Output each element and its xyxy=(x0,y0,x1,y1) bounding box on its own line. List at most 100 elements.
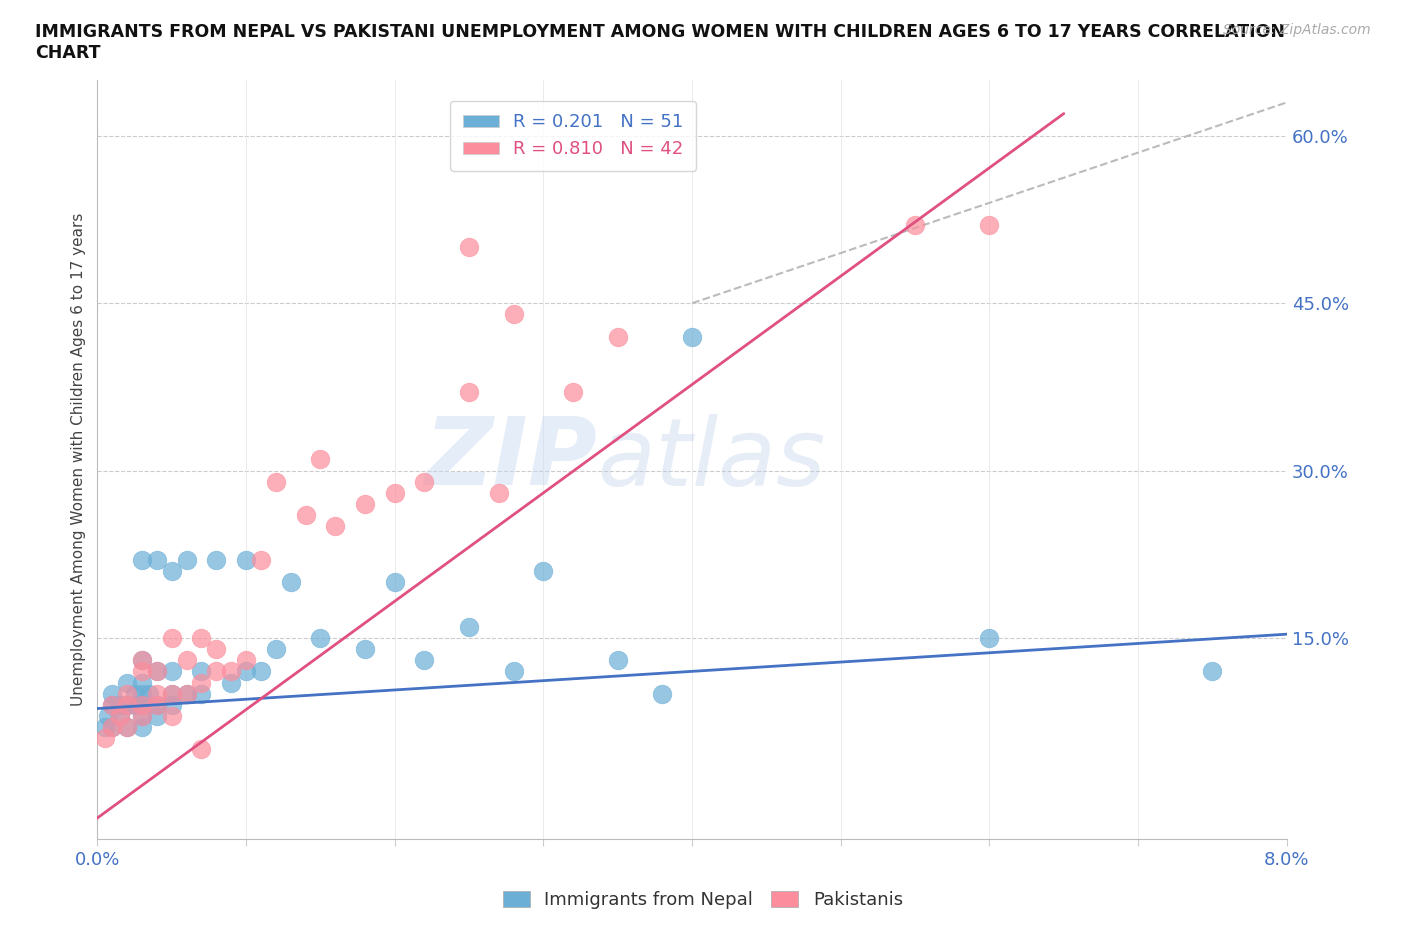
Point xyxy=(131,686,153,701)
Point xyxy=(235,653,257,668)
Point xyxy=(205,552,228,567)
Point xyxy=(235,664,257,679)
Point xyxy=(502,307,524,322)
Point xyxy=(146,664,169,679)
Point xyxy=(131,552,153,567)
Point xyxy=(97,709,120,724)
Point xyxy=(562,385,585,400)
Point xyxy=(160,709,183,724)
Point xyxy=(219,675,242,690)
Point xyxy=(190,675,212,690)
Point xyxy=(280,575,302,590)
Point xyxy=(205,642,228,657)
Point xyxy=(160,564,183,578)
Point xyxy=(176,653,198,668)
Point xyxy=(606,653,628,668)
Point xyxy=(146,686,169,701)
Point xyxy=(146,664,169,679)
Point xyxy=(354,497,377,512)
Point xyxy=(115,698,138,712)
Text: IMMIGRANTS FROM NEPAL VS PAKISTANI UNEMPLOYMENT AMONG WOMEN WITH CHILDREN AGES 6: IMMIGRANTS FROM NEPAL VS PAKISTANI UNEMP… xyxy=(35,23,1285,62)
Point xyxy=(101,698,124,712)
Point xyxy=(101,720,124,735)
Point xyxy=(458,240,481,255)
Point xyxy=(131,698,153,712)
Point xyxy=(131,675,153,690)
Point xyxy=(531,564,554,578)
Point xyxy=(124,686,146,701)
Point xyxy=(176,686,198,701)
Point xyxy=(160,686,183,701)
Point xyxy=(264,642,287,657)
Point xyxy=(413,474,436,489)
Point xyxy=(264,474,287,489)
Point xyxy=(190,631,212,645)
Point xyxy=(190,686,212,701)
Point xyxy=(681,329,703,344)
Point xyxy=(101,686,124,701)
Point xyxy=(160,686,183,701)
Point xyxy=(131,653,153,668)
Point xyxy=(131,698,153,712)
Y-axis label: Unemployment Among Women with Children Ages 6 to 17 years: Unemployment Among Women with Children A… xyxy=(72,213,86,706)
Point xyxy=(108,698,131,712)
Point xyxy=(384,575,406,590)
Point xyxy=(458,385,481,400)
Point xyxy=(606,329,628,344)
Point xyxy=(94,731,117,746)
Point xyxy=(160,664,183,679)
Point xyxy=(384,485,406,500)
Legend: Immigrants from Nepal, Pakistanis: Immigrants from Nepal, Pakistanis xyxy=(496,884,910,916)
Text: Source: ZipAtlas.com: Source: ZipAtlas.com xyxy=(1223,23,1371,37)
Point xyxy=(309,631,332,645)
Point xyxy=(115,720,138,735)
Text: atlas: atlas xyxy=(598,414,825,505)
Point xyxy=(160,698,183,712)
Point xyxy=(979,218,1001,232)
Point xyxy=(131,720,153,735)
Point xyxy=(115,675,138,690)
Point xyxy=(146,698,169,712)
Point xyxy=(250,552,273,567)
Point xyxy=(131,653,153,668)
Point xyxy=(354,642,377,657)
Point xyxy=(904,218,927,232)
Point xyxy=(190,742,212,757)
Point xyxy=(309,452,332,467)
Point xyxy=(146,698,169,712)
Point xyxy=(979,631,1001,645)
Point xyxy=(1201,664,1223,679)
Point xyxy=(160,631,183,645)
Point xyxy=(190,664,212,679)
Point xyxy=(131,709,153,724)
Point xyxy=(146,709,169,724)
Point xyxy=(488,485,510,500)
Point xyxy=(219,664,242,679)
Point xyxy=(124,698,146,712)
Point xyxy=(205,664,228,679)
Point xyxy=(502,664,524,679)
Point xyxy=(131,664,153,679)
Point xyxy=(101,698,124,712)
Point xyxy=(115,686,138,701)
Point xyxy=(115,720,138,735)
Point xyxy=(146,552,169,567)
Point xyxy=(651,686,673,701)
Point xyxy=(458,619,481,634)
Point xyxy=(250,664,273,679)
Point xyxy=(101,720,124,735)
Point xyxy=(138,686,160,701)
Point xyxy=(131,709,153,724)
Point xyxy=(108,709,131,724)
Text: ZIP: ZIP xyxy=(425,414,598,505)
Point xyxy=(94,720,117,735)
Point xyxy=(108,709,131,724)
Legend: R = 0.201   N = 51, R = 0.810   N = 42: R = 0.201 N = 51, R = 0.810 N = 42 xyxy=(450,100,696,171)
Point xyxy=(413,653,436,668)
Point xyxy=(235,552,257,567)
Point xyxy=(323,519,346,534)
Point xyxy=(115,698,138,712)
Point xyxy=(294,508,316,523)
Point xyxy=(176,686,198,701)
Point xyxy=(176,552,198,567)
